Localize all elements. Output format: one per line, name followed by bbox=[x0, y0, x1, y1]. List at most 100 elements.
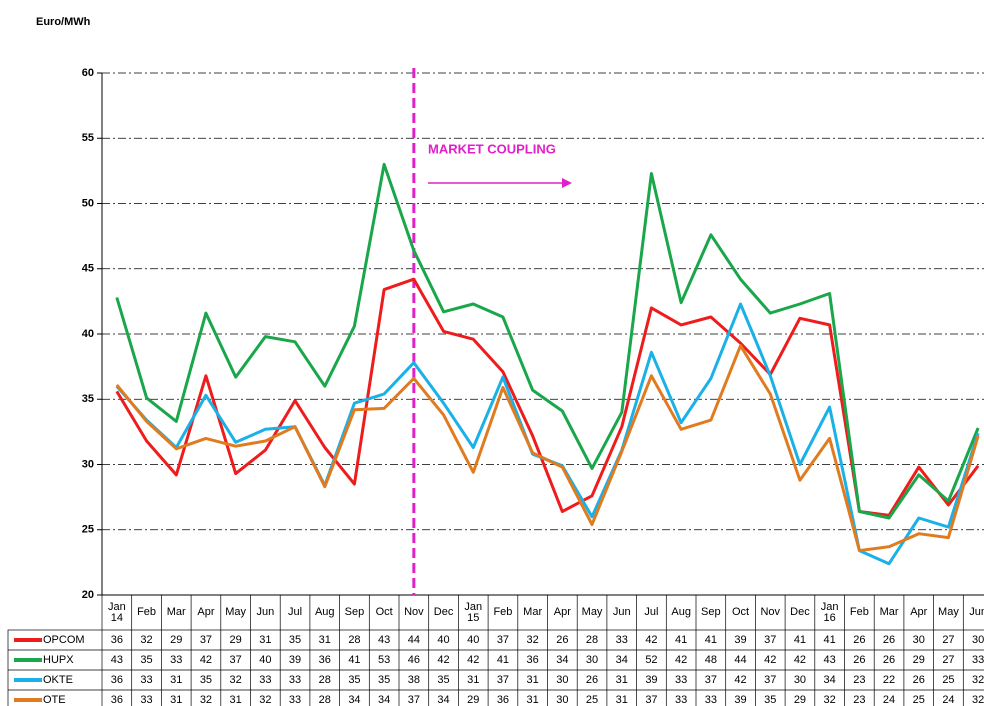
table-value: 32 bbox=[527, 634, 539, 646]
table-value: 30 bbox=[972, 634, 984, 646]
x-tick-label: Jan 16 bbox=[821, 601, 839, 624]
table-value: 30 bbox=[556, 694, 568, 706]
table-value: 29 bbox=[170, 634, 182, 646]
table-value: 26 bbox=[556, 634, 568, 646]
table-value: 32 bbox=[824, 694, 836, 706]
x-tick-label: Apr bbox=[554, 606, 571, 618]
table-value: 35 bbox=[140, 654, 152, 666]
x-tick-label: Feb bbox=[493, 606, 512, 618]
x-tick-label: Mar bbox=[880, 606, 899, 618]
table-value: 37 bbox=[408, 694, 420, 706]
table-value: 37 bbox=[497, 634, 509, 646]
y-tick-label: 20 bbox=[82, 589, 94, 601]
series-line bbox=[115, 277, 980, 517]
table-value: 35 bbox=[200, 674, 212, 686]
y-tick-label: 50 bbox=[82, 197, 94, 209]
table-value: 33 bbox=[705, 694, 717, 706]
table-value: 24 bbox=[883, 694, 895, 706]
table-value: 30 bbox=[556, 674, 568, 686]
table-value: 42 bbox=[734, 674, 746, 686]
table-value: 41 bbox=[705, 634, 717, 646]
table-value: 31 bbox=[467, 674, 479, 686]
table-value: 52 bbox=[645, 654, 657, 666]
table-value: 29 bbox=[467, 694, 479, 706]
table-value: 46 bbox=[408, 654, 420, 666]
x-tick-label: Dec bbox=[434, 606, 454, 618]
table-value: 23 bbox=[853, 674, 865, 686]
table-value: 42 bbox=[794, 654, 806, 666]
table-value: 31 bbox=[170, 674, 182, 686]
table-value: 39 bbox=[645, 674, 657, 686]
table-value: 35 bbox=[348, 674, 360, 686]
x-tick-label: Apr bbox=[910, 606, 927, 618]
x-tick-label: Nov bbox=[760, 606, 780, 618]
table-value: 37 bbox=[764, 674, 776, 686]
legend-label: OPCOM bbox=[43, 634, 85, 646]
table-value: 33 bbox=[170, 654, 182, 666]
table-value: 26 bbox=[853, 634, 865, 646]
x-tick-label: Jun bbox=[969, 606, 984, 618]
table-value: 31 bbox=[230, 694, 242, 706]
table-value: 33 bbox=[289, 694, 301, 706]
table-value: 32 bbox=[230, 674, 242, 686]
table-value: 27 bbox=[942, 634, 954, 646]
x-tick-label: Oct bbox=[376, 606, 393, 618]
table-value: 26 bbox=[586, 674, 598, 686]
x-tick-label: Feb bbox=[137, 606, 156, 618]
table-value: 32 bbox=[140, 634, 152, 646]
x-tick-label: Aug bbox=[315, 606, 335, 618]
table-value: 24 bbox=[942, 694, 954, 706]
y-tick-label: 35 bbox=[82, 393, 94, 405]
table-value: 28 bbox=[586, 634, 598, 646]
x-tick-label: Jun bbox=[613, 606, 631, 618]
table-value: 23 bbox=[853, 694, 865, 706]
x-tick-label: Sep bbox=[701, 606, 721, 618]
table-value: 34 bbox=[824, 674, 836, 686]
table-value: 43 bbox=[111, 654, 123, 666]
table-value: 31 bbox=[616, 694, 628, 706]
table-value: 26 bbox=[853, 654, 865, 666]
table-value: 31 bbox=[319, 634, 331, 646]
table-value: 42 bbox=[467, 654, 479, 666]
table-value: 25 bbox=[942, 674, 954, 686]
table-value: 36 bbox=[497, 694, 509, 706]
table-value: 28 bbox=[319, 694, 331, 706]
x-tick-label: Feb bbox=[850, 606, 869, 618]
table-value: 34 bbox=[437, 694, 449, 706]
table-value: 37 bbox=[200, 634, 212, 646]
table-value: 29 bbox=[794, 694, 806, 706]
table-value: 36 bbox=[319, 654, 331, 666]
table-value: 32 bbox=[972, 694, 984, 706]
table-value: 33 bbox=[972, 654, 984, 666]
table-value: 37 bbox=[764, 634, 776, 646]
table-value: 32 bbox=[972, 674, 984, 686]
table-value: 42 bbox=[675, 654, 687, 666]
annotation: MARKET COUPLING bbox=[428, 141, 556, 156]
y-tick-label: 60 bbox=[82, 67, 94, 79]
x-tick-label: Oct bbox=[732, 606, 749, 618]
y-tick-label: 45 bbox=[82, 263, 94, 275]
table-value: 33 bbox=[140, 674, 152, 686]
table-value: 33 bbox=[289, 674, 301, 686]
table-value: 53 bbox=[378, 654, 390, 666]
y-tick-label: 30 bbox=[82, 458, 94, 470]
table-value: 33 bbox=[675, 694, 687, 706]
table-value: 36 bbox=[527, 654, 539, 666]
table-value: 25 bbox=[586, 694, 598, 706]
table-value: 41 bbox=[348, 654, 360, 666]
table-value: 35 bbox=[764, 694, 776, 706]
table-value: 31 bbox=[616, 674, 628, 686]
table-value: 40 bbox=[259, 654, 271, 666]
x-tick-label: Jan 14 bbox=[108, 601, 126, 624]
table-value: 34 bbox=[378, 694, 390, 706]
x-tick-label: Nov bbox=[404, 606, 424, 618]
table-value: 43 bbox=[378, 634, 390, 646]
table-value: 48 bbox=[705, 654, 717, 666]
x-tick-label: May bbox=[938, 606, 959, 618]
table-value: 42 bbox=[764, 654, 776, 666]
annotation-arrowhead bbox=[562, 178, 572, 188]
x-tick-label: Apr bbox=[197, 606, 214, 618]
table-value: 34 bbox=[616, 654, 628, 666]
table-value: 39 bbox=[734, 634, 746, 646]
x-tick-label: Sep bbox=[345, 606, 365, 618]
